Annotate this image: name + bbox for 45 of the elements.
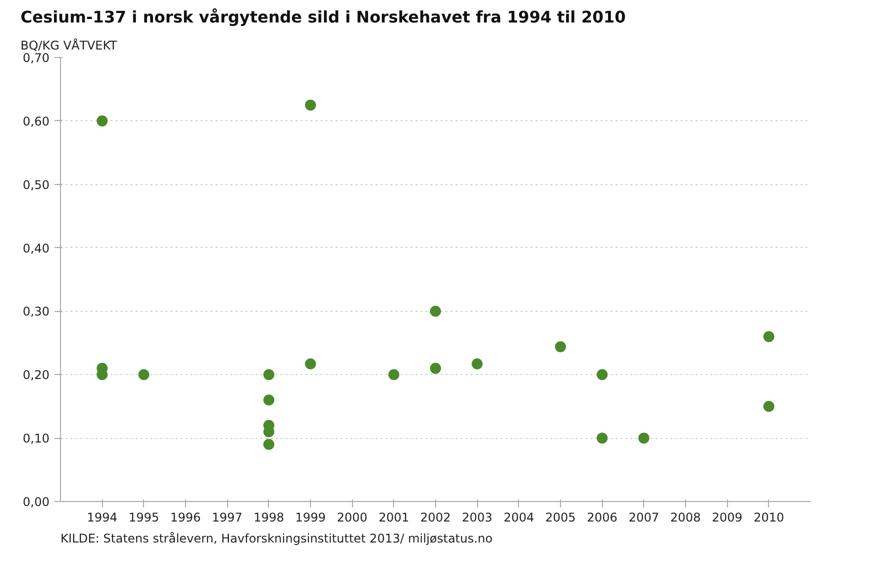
- x-tick-label: 2000: [336, 510, 368, 524]
- point: [596, 369, 608, 380]
- text: KILDE: Statens strålevern, Havforskningsinstituttet 2013/ miljøstatus.no: [60, 532, 493, 546]
- point: [138, 369, 150, 380]
- point: [638, 432, 650, 444]
- x-tick-label: 1995: [128, 510, 160, 524]
- point: [596, 432, 608, 444]
- point: [472, 358, 483, 370]
- y-tick-label: 0,20: [22, 368, 50, 382]
- y-tick-label: 0,00: [22, 495, 50, 509]
- point: [263, 369, 274, 380]
- x-tick-label: 1996: [170, 510, 201, 524]
- y-tick-label: 0,30: [22, 304, 50, 319]
- x-tick-label: 2001: [378, 510, 410, 524]
- x-tick-label: 2002: [420, 510, 451, 524]
- x-tick-label: 2005: [545, 510, 576, 524]
- point: [388, 369, 400, 380]
- x-tick-label: 1998: [254, 510, 284, 524]
- y-tick-label: 0,40: [22, 241, 50, 256]
- point: [96, 115, 108, 126]
- point: [305, 358, 316, 370]
- x-tick-label: 1997: [212, 510, 242, 524]
- x-tick-label: 2007: [628, 510, 660, 524]
- y-tick-label: 0,10: [22, 432, 50, 446]
- point: [763, 331, 774, 342]
- x-tick-label: 2009: [712, 510, 742, 524]
- x-tick-label: 1999: [295, 510, 326, 524]
- point: [263, 394, 274, 406]
- x-tick-label: 2008: [670, 510, 701, 524]
- point: [305, 100, 316, 111]
- y-tick-label: 0,60: [22, 114, 50, 128]
- x-tick-label: 2004: [504, 510, 534, 524]
- y-tick-label: 0,50: [22, 178, 50, 192]
- x-tick-label: 1994: [86, 510, 118, 524]
- point: [430, 306, 441, 317]
- chart-title: Cesium-137 i norsk vårgytende sild i Norskehavet fra 1994 til 2010: [20, 8, 626, 26]
- x-tick-label: 2006: [586, 510, 618, 524]
- x-tick-label: 2010: [754, 510, 784, 524]
- x-tick-label: 2003: [462, 510, 492, 524]
- point: [430, 362, 441, 374]
- point: [555, 341, 566, 352]
- point: [263, 438, 274, 450]
- y-tick-label: 0,70: [22, 51, 50, 65]
- point: [763, 400, 774, 412]
- y-axis-title: BQ/KG VÅTVEKT: [20, 38, 118, 52]
